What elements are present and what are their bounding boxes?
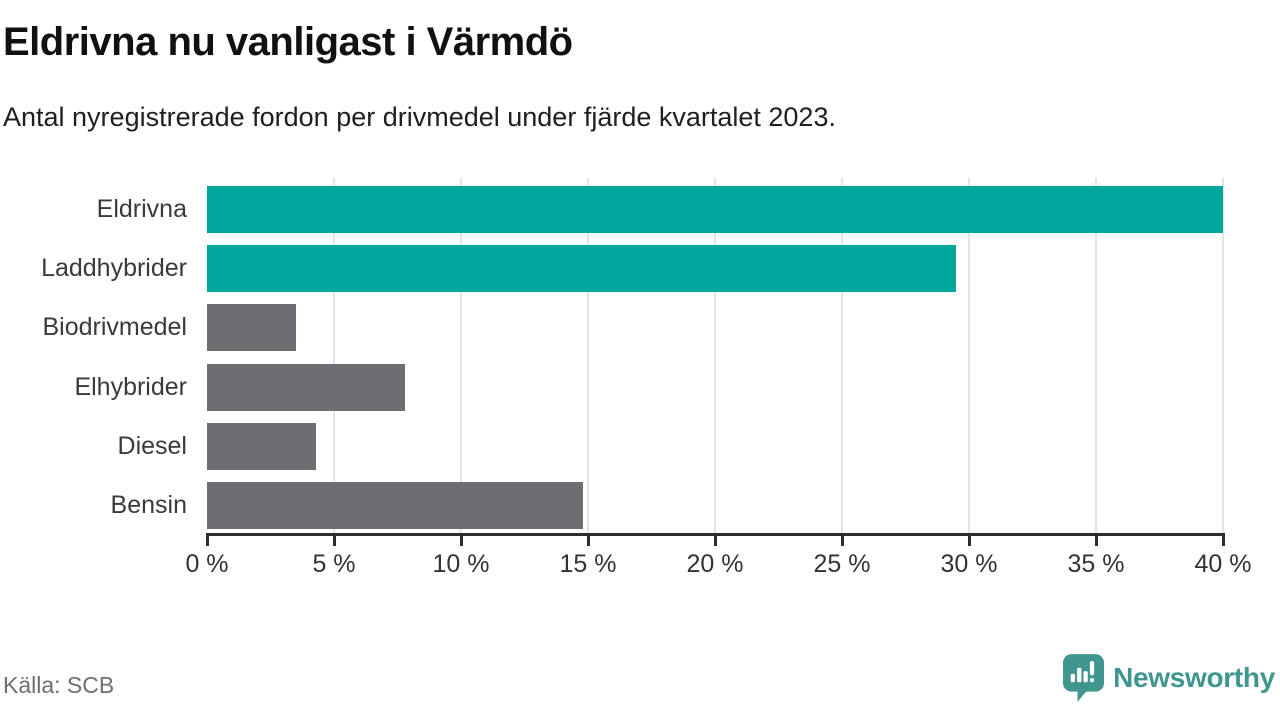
x-axis-tick [459,533,463,546]
page-subtitle: Antal nyregistrerade fordon per drivmede… [3,102,836,132]
brand-name: Newsworthy [1113,662,1275,693]
x-axis-tick [586,533,590,546]
x-axis-tick-label: 0 % [185,550,229,578]
x-axis-tick-label: 20 % [686,550,744,578]
gridline [1222,178,1224,533]
newsworthy-bubble-chart-icon [1063,654,1105,702]
x-axis-tick-label: 30 % [940,550,998,578]
x-axis-tick-label: 35 % [1067,550,1125,578]
x-axis-tick-label: 10 % [432,550,490,578]
category-label: Diesel [117,432,187,460]
x-axis-tick [713,533,717,546]
category-label: Biodrivmedel [42,313,187,341]
x-axis-tick [205,533,209,546]
bar-elhybrider [207,364,406,411]
x-axis-tick [332,533,336,546]
x-axis-tick [1221,533,1225,546]
category-label: Eldrivna [96,195,187,223]
gridline [587,178,589,533]
gridline [333,178,335,533]
category-label: Bensin [110,491,187,519]
gridline [841,178,843,533]
x-axis-tick-label: 5 % [312,550,356,578]
bar-eldrivna [207,186,1223,233]
category-label: Elhybrider [74,373,187,401]
source-note: Källa: SCB [3,672,115,698]
gridline [714,178,716,533]
x-axis-tick-label: 40 % [1194,550,1252,578]
gridline [1095,178,1097,533]
gridline [460,178,462,533]
x-axis-tick [1094,533,1098,546]
brand-logo: Newsworthy [1063,654,1275,702]
x-axis-tick-label: 15 % [559,550,617,578]
page-title: Eldrivna nu vanligast i Värmdö [3,20,573,64]
x-axis-tick-label: 25 % [813,550,871,578]
plot-area: 0 % 5 % 10 % 15 % 20 % 25 % 30 % 35 % 40 % [185,178,1251,578]
bar-laddhybrider [207,245,957,292]
x-axis-tick [840,533,844,546]
bar-diesel [207,423,317,470]
category-label: Laddhybrider [41,254,187,282]
x-axis-tick [967,533,971,546]
category-labels: Eldrivna Laddhybrider Biodrivmedel Elhybrid… [0,178,197,533]
bar-bensin [207,482,583,529]
bar-biodrivmedel [207,304,296,351]
gridline [968,178,970,533]
